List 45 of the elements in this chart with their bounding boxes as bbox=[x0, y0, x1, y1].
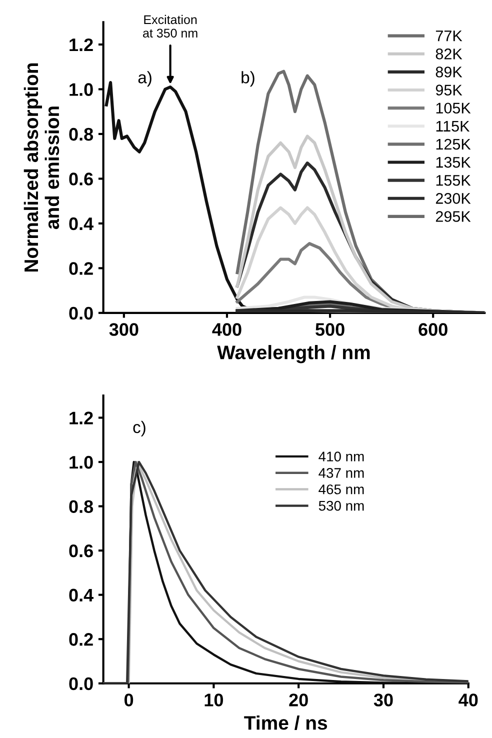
legend-label: 530 nm bbox=[318, 500, 364, 511]
x-tick-label: 300 bbox=[109, 323, 138, 336]
x-tick-label: 0 bbox=[124, 694, 134, 706]
legend-label: 82K bbox=[436, 48, 462, 60]
annotation: a) bbox=[138, 71, 152, 87]
y-tick-label: 1.0 bbox=[70, 83, 93, 96]
y-tick-label: 0.4 bbox=[69, 217, 94, 230]
legend-label: 125K bbox=[436, 138, 471, 150]
annotation: c) bbox=[133, 420, 146, 436]
y-tick-label: 0.6 bbox=[69, 544, 93, 558]
x-tick-label: 400 bbox=[212, 323, 242, 336]
x-tick-label: 500 bbox=[316, 323, 344, 336]
annotation: b) bbox=[242, 71, 254, 87]
y-tick-label: 0.8 bbox=[69, 500, 94, 513]
legend-label: 89K bbox=[436, 66, 462, 78]
legend-label: 437 nm bbox=[318, 468, 364, 478]
legend-label: 410 nm bbox=[318, 452, 364, 462]
y-tick-label: 0.2 bbox=[69, 633, 93, 646]
x-tick-label: 600 bbox=[418, 323, 448, 336]
y-tick-label: 0.4 bbox=[69, 588, 94, 602]
legend-label: 95K bbox=[436, 84, 462, 96]
legend-label: 230K bbox=[436, 193, 471, 204]
legend-label: 105K bbox=[436, 102, 471, 114]
x-axis-title: Time / ns bbox=[244, 715, 328, 730]
legend-label: 295K bbox=[436, 211, 471, 222]
x-tick-label: 10 bbox=[204, 694, 223, 706]
legend-label: 465 nm bbox=[318, 484, 364, 494]
y-tick-label: 0.8 bbox=[69, 128, 94, 141]
y-tick-label: 1.2 bbox=[70, 38, 93, 52]
x-axis-title: Wavelength / nm bbox=[217, 345, 370, 364]
y-tick-label: 0.0 bbox=[69, 677, 93, 690]
legend-label: 135K bbox=[436, 156, 471, 168]
y-tick-label: 1.2 bbox=[70, 412, 93, 424]
annotation: Excitation at 350 nm bbox=[143, 14, 198, 38]
y-tick-label: 1.0 bbox=[70, 456, 93, 469]
y-axis-title: Normalized absorption and emission bbox=[24, 63, 60, 272]
legend-label: 115K bbox=[436, 120, 470, 132]
x-tick-label: 20 bbox=[289, 694, 308, 706]
y-tick-label: 0.2 bbox=[69, 262, 93, 275]
y-tick-label: 0.6 bbox=[69, 172, 93, 186]
x-tick-label: 30 bbox=[374, 694, 393, 706]
legend-label: 77K bbox=[436, 30, 462, 42]
legend-label: 155K bbox=[436, 175, 471, 186]
y-tick-label: 0.0 bbox=[69, 306, 93, 320]
x-tick-label: 40 bbox=[458, 694, 478, 706]
